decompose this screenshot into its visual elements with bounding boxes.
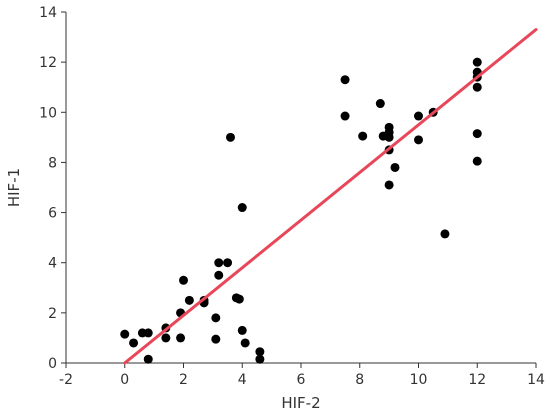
x-tick-label: 2 — [179, 372, 188, 388]
data-point — [414, 111, 423, 121]
x-tick-label: 0 — [120, 372, 129, 388]
data-point — [240, 338, 250, 348]
data-point — [211, 313, 221, 323]
data-point — [223, 258, 233, 268]
data-point — [472, 156, 482, 166]
data-points — [120, 57, 482, 364]
data-point — [120, 329, 130, 339]
data-point — [237, 325, 247, 335]
x-tick-label: 10 — [410, 372, 428, 388]
y-tick-label: 12 — [39, 55, 57, 71]
y-tick-label: 4 — [48, 256, 57, 272]
data-point — [472, 57, 482, 67]
data-point — [226, 132, 235, 142]
y-axis-title: HIF-1 — [5, 168, 23, 207]
data-point — [143, 354, 153, 364]
data-point — [214, 258, 224, 268]
y-tick-label: 10 — [39, 105, 57, 121]
data-point — [358, 131, 368, 141]
data-point — [255, 347, 265, 357]
data-point — [340, 111, 350, 121]
x-tick-label: 6 — [297, 372, 306, 388]
data-point — [214, 270, 224, 280]
data-point — [211, 334, 221, 344]
x-tick-label: -2 — [59, 372, 73, 388]
x-axis-title: HIF-2 — [281, 394, 320, 412]
data-point — [414, 135, 423, 145]
data-point — [390, 162, 400, 172]
y-axis-ticks: 0 2 4 6 8 10 12 14 — [39, 5, 66, 372]
y-tick-label: 2 — [48, 306, 57, 322]
data-point — [255, 354, 265, 364]
data-point — [340, 75, 350, 85]
x-tick-label: 4 — [238, 372, 247, 388]
data-point — [472, 82, 482, 92]
data-point — [384, 132, 394, 142]
data-point — [237, 203, 247, 213]
regression-line — [123, 28, 538, 365]
x-tick-label: 14 — [527, 372, 545, 388]
data-point — [375, 99, 385, 109]
data-point — [184, 295, 194, 305]
data-point — [176, 333, 186, 343]
x-axis-ticks: -2 0 2 4 6 8 10 12 14 — [59, 363, 545, 388]
x-tick-label: 12 — [468, 372, 486, 388]
data-point — [472, 129, 482, 139]
data-point — [440, 229, 450, 239]
y-tick-label: 6 — [48, 206, 57, 222]
data-point — [161, 333, 171, 343]
data-point — [179, 275, 188, 285]
y-tick-label: 0 — [48, 356, 57, 372]
y-tick-label: 8 — [48, 155, 57, 171]
data-point — [384, 180, 394, 190]
data-point — [234, 294, 244, 304]
data-point — [129, 338, 139, 348]
y-tick-label: 14 — [39, 5, 57, 21]
x-tick-label: 8 — [355, 372, 364, 388]
data-point — [143, 328, 153, 338]
